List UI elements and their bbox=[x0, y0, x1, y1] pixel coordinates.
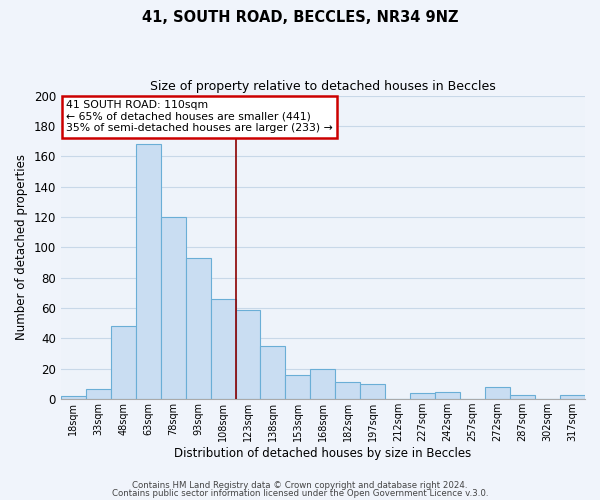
Bar bbox=[260, 346, 286, 399]
Text: Contains HM Land Registry data © Crown copyright and database right 2024.: Contains HM Land Registry data © Crown c… bbox=[132, 481, 468, 490]
Bar bbox=[361, 384, 385, 399]
Bar bbox=[435, 392, 460, 399]
Bar bbox=[510, 394, 535, 399]
Text: 41, SOUTH ROAD, BECCLES, NR34 9NZ: 41, SOUTH ROAD, BECCLES, NR34 9NZ bbox=[142, 10, 458, 25]
Bar bbox=[335, 382, 361, 399]
Bar bbox=[211, 299, 236, 399]
Text: 41 SOUTH ROAD: 110sqm
← 65% of detached houses are smaller (441)
35% of semi-det: 41 SOUTH ROAD: 110sqm ← 65% of detached … bbox=[66, 100, 333, 134]
Bar bbox=[310, 369, 335, 399]
Bar bbox=[286, 375, 310, 399]
Bar bbox=[410, 393, 435, 399]
Bar bbox=[161, 217, 185, 399]
X-axis label: Distribution of detached houses by size in Beccles: Distribution of detached houses by size … bbox=[174, 447, 472, 460]
Bar bbox=[136, 144, 161, 399]
Bar bbox=[111, 326, 136, 399]
Bar bbox=[236, 310, 260, 399]
Y-axis label: Number of detached properties: Number of detached properties bbox=[15, 154, 28, 340]
Text: Contains public sector information licensed under the Open Government Licence v.: Contains public sector information licen… bbox=[112, 488, 488, 498]
Bar bbox=[86, 388, 111, 399]
Bar bbox=[485, 387, 510, 399]
Bar bbox=[185, 258, 211, 399]
Bar bbox=[61, 396, 86, 399]
Bar bbox=[560, 394, 585, 399]
Title: Size of property relative to detached houses in Beccles: Size of property relative to detached ho… bbox=[150, 80, 496, 93]
